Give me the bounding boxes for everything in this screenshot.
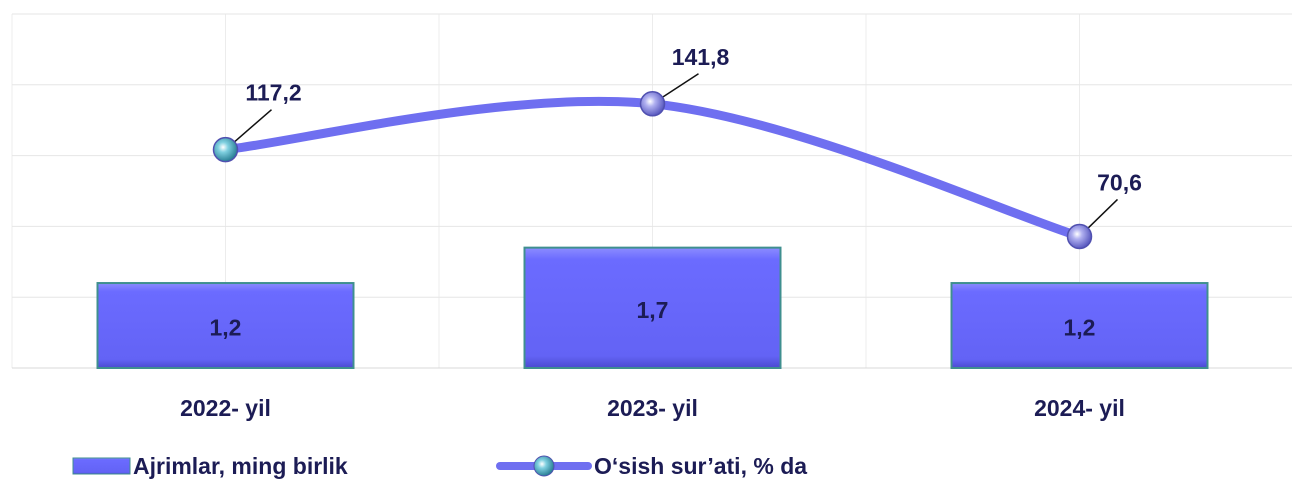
bar-value-label: 1,7 — [637, 297, 669, 323]
line-value-label: 70,6 — [1097, 170, 1142, 196]
bar — [950, 282, 1209, 370]
legend-swatch — [72, 457, 131, 475]
bar — [96, 282, 355, 370]
line-value-label: 141,8 — [672, 44, 730, 70]
line-marker — [639, 91, 666, 117]
x-tick-label: 2022- yil — [180, 395, 271, 421]
x-tick-label: 2024- yil — [1034, 395, 1125, 421]
line-marker — [1066, 223, 1093, 250]
bar-value-label: 1,2 — [210, 315, 242, 341]
legend-label: Ajrimlar, ming birlik — [133, 453, 348, 479]
bar — [523, 246, 782, 369]
legend-label: O‘sish sur’ati, % da — [594, 453, 807, 479]
legend-swatch-marker — [533, 455, 555, 477]
line-value-label: 117,2 — [245, 80, 301, 106]
x-tick-label: 2023- yil — [607, 395, 698, 421]
bar-value-label: 1,2 — [1064, 315, 1096, 341]
line-marker — [212, 136, 239, 163]
